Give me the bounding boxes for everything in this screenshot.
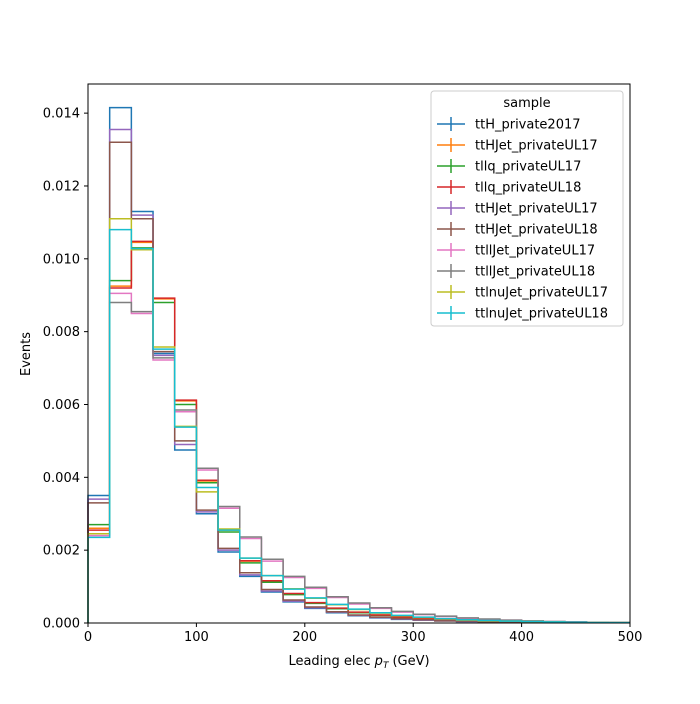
x-axis: 0 100 200 300 400 500 (84, 623, 643, 645)
x-tick-label: 400 (509, 630, 534, 645)
x-tick-label: 500 (618, 630, 643, 645)
legend-entry: ttH_private2017 (437, 117, 581, 133)
legend-entries: ttH_private2017 ttHJet_privateUL17 tllq_pr… (437, 117, 608, 322)
legend-label: ttllJet_privateUL18 (475, 265, 595, 280)
y-tick-label: 0.006 (43, 398, 80, 413)
legend-entry: ttHJet_privateUL18 (437, 222, 598, 238)
y-tick-label: 0.002 (43, 544, 80, 559)
x-axis-label-text: Leading elec (288, 654, 370, 669)
legend-entry: tllq_privateUL17 (437, 159, 581, 175)
legend-entry: ttllJet_privateUL17 (437, 243, 595, 259)
legend-box (430, 90, 624, 327)
plot-frame (87, 83, 631, 624)
y-tick-label: 0.000 (43, 617, 80, 632)
y-tick-label: 0.004 (43, 471, 80, 486)
legend-entry: tllq_privateUL18 (437, 180, 581, 196)
y-axis-label: Events (19, 332, 34, 376)
series-step-line (87, 141, 630, 624)
y-tick-label: 0.010 (43, 252, 80, 267)
y-tick-label: 0.014 (43, 107, 80, 122)
x-axis-label: Leading elec pT (GeV) (288, 654, 429, 671)
y-axis: 0.000 0.002 0.004 0.006 0.008 0.010 0.012 0.014 (43, 107, 88, 632)
x-axis-label-subscript: T (383, 661, 390, 671)
legend-label: ttllJet_privateUL17 (475, 244, 595, 259)
legend-label: ttlnuJet_privateUL18 (475, 307, 608, 322)
legend-entry: ttHJet_privateUL17 (437, 201, 598, 217)
x-tick-label: 300 (401, 630, 426, 645)
series-step-line (87, 228, 630, 624)
x-tick-label: 200 (292, 630, 317, 645)
x-axis-label-unit: (GeV) (392, 654, 429, 669)
legend-entry: ttlnuJet_privateUL18 (437, 306, 608, 322)
legend-label: ttHJet_privateUL17 (475, 139, 598, 154)
x-tick-label: 100 (184, 630, 209, 645)
legend: sample ttH_private2017 ttHJet_privateUL17… (430, 90, 624, 327)
legend-entry: ttHJet_privateUL17 (437, 138, 598, 154)
legend-entry: ttlnuJet_privateUL17 (437, 285, 608, 301)
legend-entry: ttllJet_privateUL18 (437, 264, 595, 280)
legend-label: ttH_private2017 (475, 118, 581, 133)
legend-title: sample (503, 96, 550, 111)
y-tick-label: 0.012 (43, 179, 80, 194)
y-tick-label: 0.008 (43, 325, 80, 340)
legend-label: ttHJet_privateUL18 (475, 223, 598, 238)
legend-label: ttlnuJet_privateUL17 (475, 286, 608, 301)
x-axis-label-symbol: p (374, 654, 383, 669)
legend-label: ttHJet_privateUL17 (475, 202, 598, 217)
series-layer (87, 106, 630, 624)
legend-label: tllq_privateUL17 (475, 160, 581, 175)
series-6 (87, 141, 630, 624)
x-tick-label: 0 (84, 630, 92, 645)
legend-label: tllq_privateUL18 (475, 181, 581, 196)
series-10 (87, 228, 630, 624)
